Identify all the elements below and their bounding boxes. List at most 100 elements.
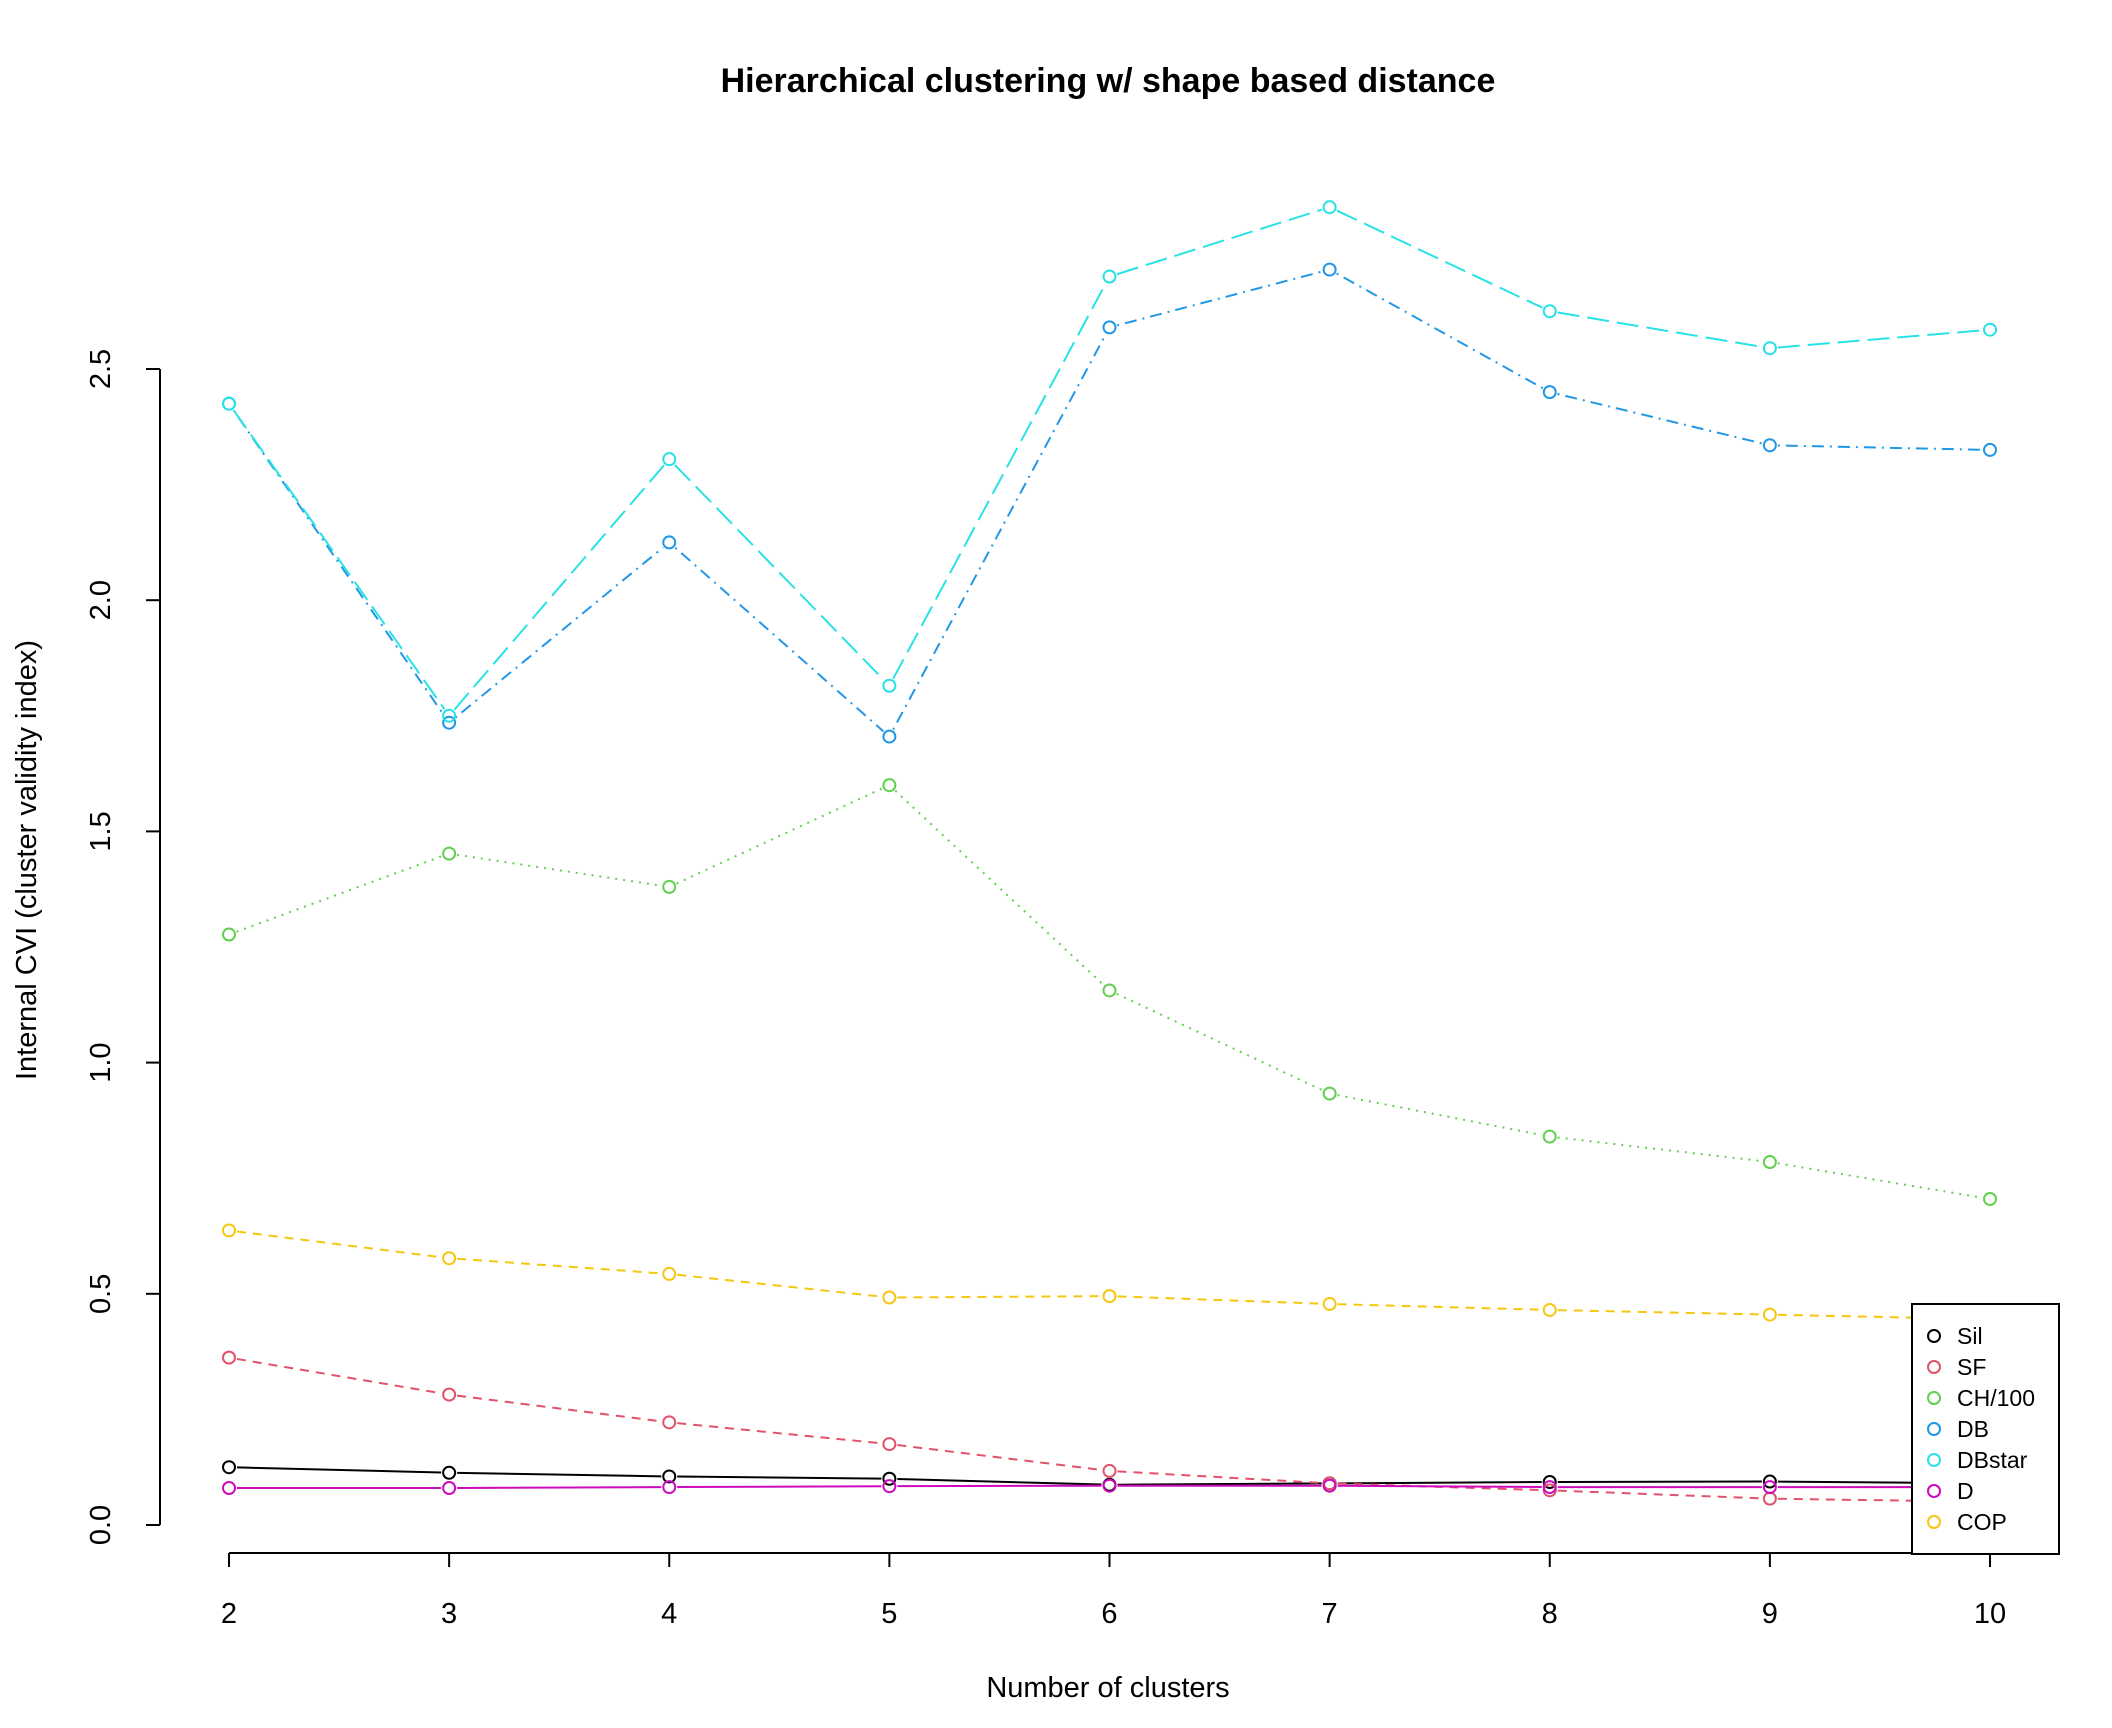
x-tick-label: 2 [221, 1598, 237, 1630]
series-segment [674, 546, 885, 733]
data-point [882, 1471, 897, 1486]
series-segment [454, 546, 664, 719]
x-tick-label: 6 [1101, 1598, 1117, 1630]
series-segment [894, 789, 1105, 986]
data-point [1762, 438, 1777, 453]
data-point [1762, 1491, 1777, 1506]
series-segment [453, 464, 665, 711]
x-tick-label: 10 [1974, 1598, 2006, 1630]
series-segment [897, 1295, 1102, 1299]
series-segment [1557, 311, 1763, 348]
data-point [1762, 341, 1777, 356]
x-tick-label: 7 [1322, 1598, 1338, 1630]
data-point [1322, 262, 1337, 277]
data-point [442, 1465, 457, 1480]
series-layer [222, 200, 1997, 1509]
data-point [1542, 1480, 1557, 1495]
data-point [1542, 304, 1557, 319]
data-point [1102, 320, 1117, 335]
data-point [1762, 1307, 1777, 1322]
data-point [1983, 442, 1997, 457]
series-segment [1116, 992, 1323, 1092]
series-dbstar [222, 200, 1997, 723]
data-point [882, 1479, 897, 1494]
series-segment [1337, 1481, 1542, 1485]
legend-marker [1927, 1422, 1941, 1436]
data-point [222, 1481, 236, 1496]
series-segment [1777, 444, 1983, 451]
series-d [222, 1478, 1997, 1496]
data-point [882, 1437, 897, 1452]
data-point [1102, 1463, 1117, 1478]
legend-label: COP [1957, 1509, 2007, 1535]
y-tick-label: 1.0 [85, 1042, 117, 1082]
legend-marker [1927, 1391, 1941, 1405]
series-segment [1557, 393, 1763, 445]
data-point [1102, 269, 1117, 284]
data-point [1983, 322, 1997, 337]
data-point [882, 778, 897, 793]
series-segment [1557, 1309, 1762, 1316]
series-segment [1557, 1136, 1763, 1163]
legend-marker [1927, 1484, 1941, 1498]
data-point [662, 879, 677, 894]
data-point [662, 1266, 677, 1281]
y-tick-label: 1.5 [85, 811, 117, 851]
data-point [1102, 1478, 1117, 1493]
y-axis: 0.0 0.5 1.0 1.5 2.0 2.5 [85, 349, 161, 1545]
data-point [882, 1290, 897, 1305]
series-segment [232, 409, 446, 710]
y-tick-label: 2.0 [85, 580, 117, 620]
series-segment [457, 1486, 662, 1489]
data-point [662, 1469, 677, 1484]
data-point [442, 846, 457, 861]
data-point [882, 729, 897, 744]
data-point [442, 715, 457, 730]
series-segment [897, 1444, 1102, 1471]
series-ch-100 [222, 778, 1997, 1207]
legend-marker [1927, 1515, 1941, 1529]
data-point [1762, 1480, 1777, 1495]
series-segment [236, 855, 442, 933]
data-point [442, 1481, 457, 1496]
series-segment [1116, 270, 1323, 327]
legend: Sil SF CH/100 DB DBstar D COP [1911, 1303, 2060, 1555]
data-point [1102, 983, 1117, 998]
series-segment [236, 1357, 442, 1395]
series-segment [1337, 1094, 1543, 1137]
data-point [1983, 1192, 1997, 1207]
series-sf [222, 1350, 1997, 1509]
y-axis-label: Internal CVI (cluster validity index) [11, 640, 43, 1080]
legend-label: SF [1957, 1354, 1986, 1380]
data-point [1762, 1474, 1777, 1489]
series-segment [677, 1422, 882, 1445]
data-point [442, 1251, 457, 1266]
series-segment [1777, 1162, 1983, 1199]
series-segment [232, 409, 446, 717]
series-segment [1336, 209, 1543, 309]
series-segment [676, 787, 883, 885]
data-point [222, 1350, 236, 1365]
series-segment [1116, 208, 1323, 276]
series-segment [456, 1394, 662, 1423]
chart-title: Hierarchical clustering w/ shape based d… [721, 62, 1496, 100]
series-segment [1777, 329, 1983, 349]
data-point [1322, 1296, 1337, 1311]
x-tick-label: 3 [441, 1598, 457, 1630]
y-tick-label: 0.0 [85, 1505, 117, 1545]
series-segment [236, 1466, 442, 1474]
series-segment [892, 333, 1107, 731]
x-tick-label: 9 [1762, 1598, 1778, 1630]
data-point [1322, 200, 1337, 215]
data-point [1542, 385, 1557, 400]
series-segment [897, 1477, 1102, 1486]
series-segment [1777, 1497, 1983, 1503]
data-point [662, 1415, 677, 1430]
legend-label: D [1957, 1478, 1974, 1504]
series-segment [1337, 1484, 1542, 1489]
legend-label: Sil [1957, 1323, 1983, 1349]
data-point [442, 1387, 457, 1402]
series-segment [677, 1273, 882, 1298]
series-cop [222, 1223, 1997, 1327]
